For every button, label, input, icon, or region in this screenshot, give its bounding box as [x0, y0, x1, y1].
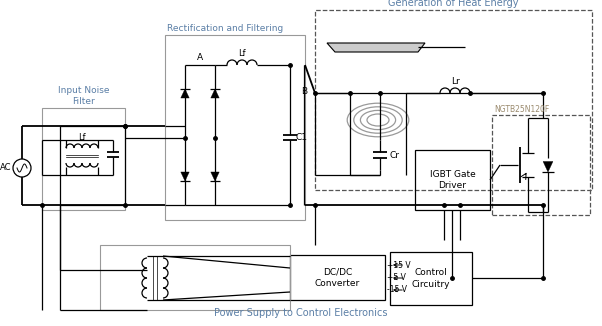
Text: Cr: Cr — [390, 151, 400, 159]
Text: -15 V: -15 V — [387, 286, 407, 294]
Text: Lr: Lr — [451, 77, 459, 86]
Bar — [42, 108, 125, 210]
Text: DC/DC
Converter: DC/DC Converter — [315, 267, 360, 288]
Bar — [390, 252, 472, 305]
Polygon shape — [211, 172, 219, 181]
Text: Rectification and Filtering: Rectification and Filtering — [167, 24, 284, 33]
Text: Power Supply to Control Electronics: Power Supply to Control Electronics — [214, 308, 388, 318]
Text: IGBT Gate
Driver: IGBT Gate Driver — [430, 170, 476, 190]
Bar — [492, 115, 590, 215]
Bar — [100, 245, 290, 310]
Text: A: A — [197, 53, 203, 62]
Polygon shape — [543, 161, 553, 172]
Polygon shape — [181, 89, 189, 98]
Text: AC: AC — [0, 164, 11, 172]
Polygon shape — [327, 43, 425, 52]
Bar — [165, 35, 305, 220]
Text: +5 V: +5 V — [387, 274, 406, 283]
Text: Control
Circuitry: Control Circuitry — [412, 268, 450, 289]
Text: +15 V: +15 V — [387, 260, 411, 270]
Bar — [290, 255, 385, 300]
Text: C1: C1 — [295, 134, 307, 142]
Polygon shape — [211, 89, 219, 98]
Bar — [415, 150, 490, 210]
Text: Generation of Heat Energy: Generation of Heat Energy — [388, 0, 519, 8]
Bar — [315, 10, 592, 190]
Polygon shape — [181, 172, 189, 181]
Text: Input Noise
Filter: Input Noise Filter — [58, 86, 109, 106]
Text: B: B — [301, 87, 307, 96]
Text: Lf: Lf — [78, 133, 86, 142]
Text: Lf: Lf — [238, 49, 246, 58]
Text: NGTB25N120F: NGTB25N120F — [494, 105, 549, 114]
